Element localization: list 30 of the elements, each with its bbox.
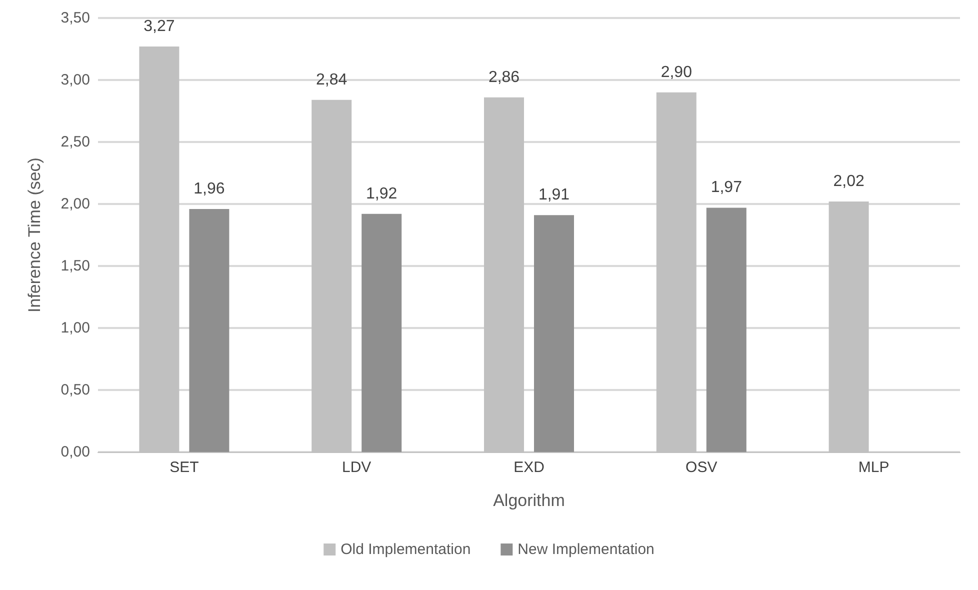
y-tick-label: 0,50 bbox=[60, 382, 90, 398]
y-tick-label: 3,50 bbox=[60, 10, 90, 26]
y-tick-label: 1,50 bbox=[60, 258, 90, 274]
x-tick-label: EXD bbox=[514, 459, 545, 476]
data-label: 2,84 bbox=[316, 71, 348, 88]
data-label: 1,91 bbox=[538, 186, 570, 204]
y-axis-title: Inference Time (sec) bbox=[25, 158, 44, 312]
x-tick-label: SET bbox=[170, 459, 199, 476]
bar bbox=[706, 208, 746, 452]
x-tick-label: LDV bbox=[342, 459, 372, 476]
data-label: 1,92 bbox=[366, 185, 398, 202]
x-axis-title: Algorithm bbox=[493, 491, 565, 510]
y-tick-label: 2,50 bbox=[60, 134, 90, 150]
y-tick-label: 1,00 bbox=[60, 320, 90, 336]
data-label: 1,97 bbox=[710, 179, 742, 196]
bar bbox=[534, 215, 574, 452]
legend-label: New Implementation bbox=[518, 541, 654, 558]
bar bbox=[189, 208, 230, 452]
data-label: 1,96 bbox=[194, 180, 225, 198]
y-tick-label: 3,00 bbox=[60, 72, 90, 88]
data-label: 2,02 bbox=[833, 173, 864, 190]
y-tick-label: 0,00 bbox=[60, 444, 90, 460]
data-label: 2,86 bbox=[488, 68, 520, 86]
data-label: 2,90 bbox=[660, 64, 692, 81]
x-tick-label: OSV bbox=[686, 459, 718, 476]
y-tick-label: 2,00 bbox=[60, 196, 90, 212]
x-tick-label: MLP bbox=[858, 459, 890, 476]
data-label: 3,27 bbox=[144, 18, 175, 36]
bar bbox=[362, 214, 402, 452]
legend-label: Old Implementation bbox=[340, 541, 471, 558]
